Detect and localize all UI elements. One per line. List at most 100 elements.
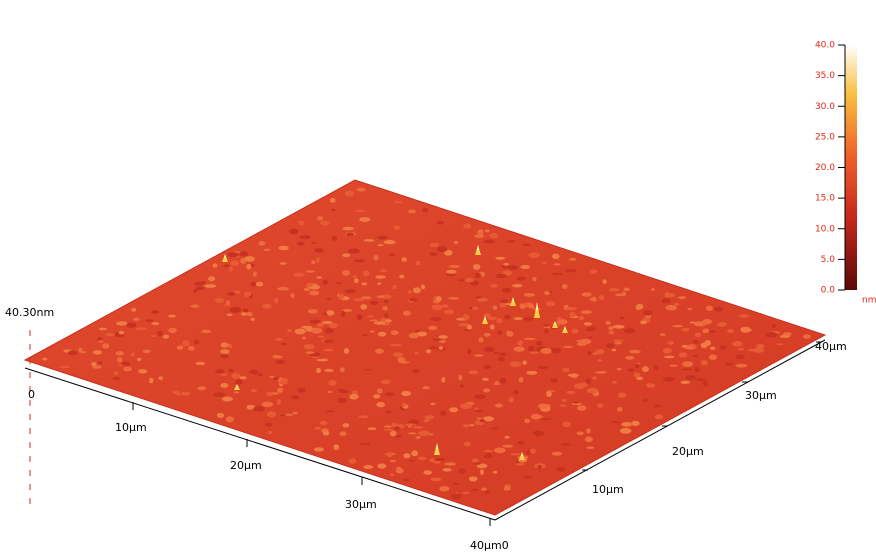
bump: [616, 367, 623, 371]
bump: [168, 327, 177, 334]
bump: [291, 395, 300, 400]
bump: [233, 391, 240, 394]
bump: [771, 323, 776, 328]
bump: [193, 289, 198, 293]
bump: [227, 252, 239, 258]
bump: [474, 407, 479, 410]
bump: [462, 424, 470, 428]
bump: [390, 473, 395, 477]
bump: [346, 232, 354, 236]
bump: [727, 329, 734, 333]
bump: [328, 322, 338, 329]
bump: [381, 294, 392, 299]
colorbar: [845, 45, 857, 290]
bump: [595, 349, 605, 355]
bump: [274, 297, 279, 304]
bump: [102, 343, 110, 349]
bump: [359, 443, 371, 445]
bump: [220, 349, 230, 354]
bump: [377, 282, 382, 285]
bump: [562, 421, 571, 428]
bump: [272, 377, 280, 380]
bump: [483, 364, 491, 370]
bump: [320, 220, 330, 226]
bump: [356, 314, 363, 320]
bump: [612, 380, 617, 384]
bump: [393, 201, 403, 204]
bump: [475, 409, 483, 413]
bump: [91, 362, 97, 367]
tick-label: 30µm: [345, 498, 377, 511]
bump: [569, 257, 577, 261]
bump: [115, 321, 128, 326]
bump: [700, 360, 708, 366]
bump: [602, 279, 607, 285]
bump: [682, 361, 694, 367]
bump: [474, 272, 482, 279]
bump: [261, 401, 274, 408]
bump: [349, 393, 359, 400]
bump: [526, 370, 538, 375]
bump: [356, 187, 366, 192]
bump: [681, 368, 692, 371]
bump: [274, 337, 283, 341]
bump: [481, 487, 487, 491]
bump: [617, 392, 627, 398]
bump: [643, 310, 653, 316]
bump: [694, 366, 700, 372]
bump: [532, 276, 537, 282]
bump: [629, 349, 641, 354]
bump: [436, 296, 442, 302]
bump: [68, 350, 78, 356]
bump: [78, 347, 83, 352]
bump: [313, 447, 324, 452]
bump: [517, 440, 525, 445]
bump: [483, 388, 491, 393]
bump: [301, 336, 306, 340]
bump: [513, 317, 523, 321]
bump: [408, 332, 419, 339]
bump: [408, 459, 415, 462]
bump: [339, 367, 345, 373]
bump: [550, 378, 558, 383]
bump: [303, 287, 311, 292]
bump: [477, 297, 489, 302]
bump: [490, 284, 498, 288]
bump: [452, 482, 459, 485]
bump: [311, 241, 317, 244]
bump: [230, 260, 239, 266]
bump: [530, 448, 536, 454]
tick-label: 40µm: [815, 340, 847, 353]
bump: [361, 282, 368, 286]
bump: [667, 341, 675, 345]
bump: [490, 324, 495, 330]
bump: [714, 306, 724, 312]
bump: [587, 351, 592, 356]
bump: [735, 354, 745, 360]
bump: [353, 259, 366, 263]
front-axis-ticks: 10µm 20µm 30µm 40µm0: [115, 402, 509, 552]
bump: [126, 322, 137, 328]
bump: [678, 296, 686, 300]
bump: [279, 262, 288, 265]
bump: [681, 327, 690, 332]
bump: [520, 265, 531, 269]
bump: [331, 236, 338, 241]
bump: [316, 322, 324, 328]
bump: [441, 304, 449, 308]
bump: [258, 241, 266, 246]
bump: [297, 387, 306, 393]
bump: [360, 304, 368, 310]
bump: [333, 444, 340, 451]
tick-label: 5.0: [821, 255, 836, 265]
bump: [337, 397, 347, 404]
bump: [156, 330, 163, 337]
bump: [215, 369, 225, 374]
bump: [552, 253, 560, 260]
bump: [578, 315, 585, 321]
peak-tip: [236, 384, 238, 387]
bump: [694, 332, 702, 338]
bump: [480, 469, 484, 475]
bump: [653, 365, 659, 371]
bump: [223, 264, 230, 268]
